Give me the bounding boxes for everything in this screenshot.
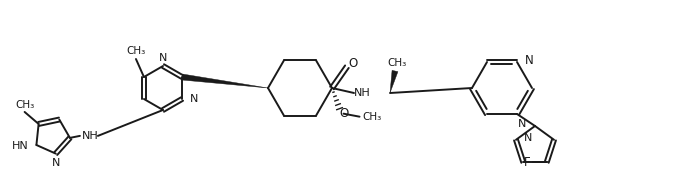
Text: HN: HN [12,141,28,151]
Text: NH: NH [82,131,98,141]
Text: CH₃: CH₃ [388,58,406,68]
Text: N: N [190,94,198,104]
Text: CH₃: CH₃ [362,112,381,122]
Polygon shape [182,74,268,88]
Text: N: N [525,54,533,67]
Polygon shape [390,70,398,93]
Text: F: F [524,156,530,169]
Text: N: N [52,158,60,168]
Text: CH₃: CH₃ [126,46,146,56]
Text: N: N [524,133,532,143]
Text: O: O [348,57,357,70]
Text: O: O [339,107,348,120]
Text: N: N [518,119,526,129]
Text: N: N [159,53,167,63]
Text: NH: NH [354,88,370,98]
Text: CH₃: CH₃ [15,100,35,110]
